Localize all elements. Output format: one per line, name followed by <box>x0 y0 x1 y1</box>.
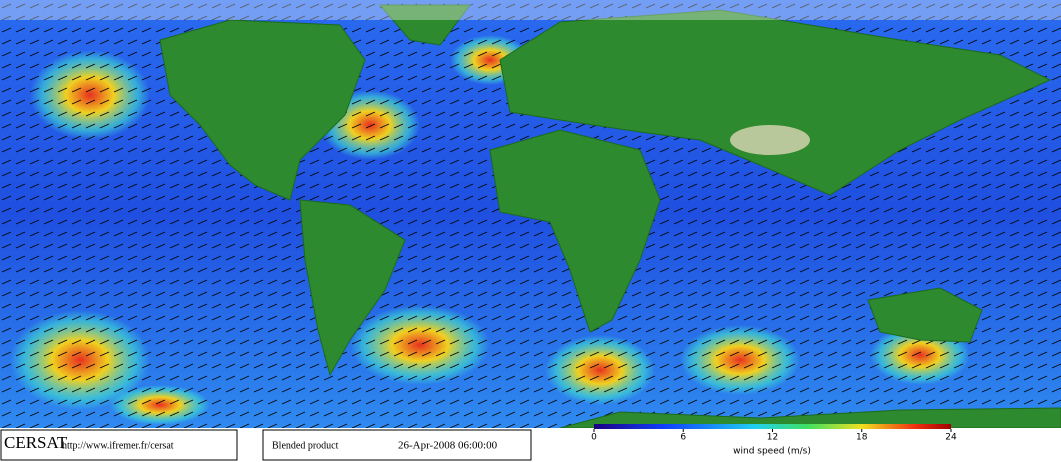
north-america <box>159 19 366 201</box>
colorbar-tick-label: 18 <box>856 433 868 443</box>
plateau <box>730 125 810 155</box>
logo: CERSAT <box>4 433 68 452</box>
australia <box>867 287 983 343</box>
africa <box>489 129 661 333</box>
colorbar-tick-label: 12 <box>767 433 778 443</box>
colorbar: wind speed (m/s) <box>594 424 951 457</box>
map-area <box>0 0 1061 429</box>
eurasia <box>499 9 1052 196</box>
footer-box <box>0 429 238 461</box>
south-america <box>299 199 406 377</box>
colorbar-label: wind speed (m/s) <box>733 447 811 457</box>
colorbar-tick-label: 24 <box>945 433 957 443</box>
product: Blended product <box>272 440 339 451</box>
colorbar-tick-label: 6 <box>680 433 686 443</box>
colorbar-tick-label: 0 <box>591 433 597 443</box>
footer-box <box>262 429 532 461</box>
greenland <box>378 4 471 46</box>
antarctica <box>559 407 1061 429</box>
colorbar-scale <box>594 424 951 429</box>
polar-band <box>0 0 1061 20</box>
date: 26-Apr-2008 06:00:00 <box>398 440 498 452</box>
url: http://www.ifremer.fr/cersat <box>62 440 174 451</box>
continents <box>159 4 1061 429</box>
